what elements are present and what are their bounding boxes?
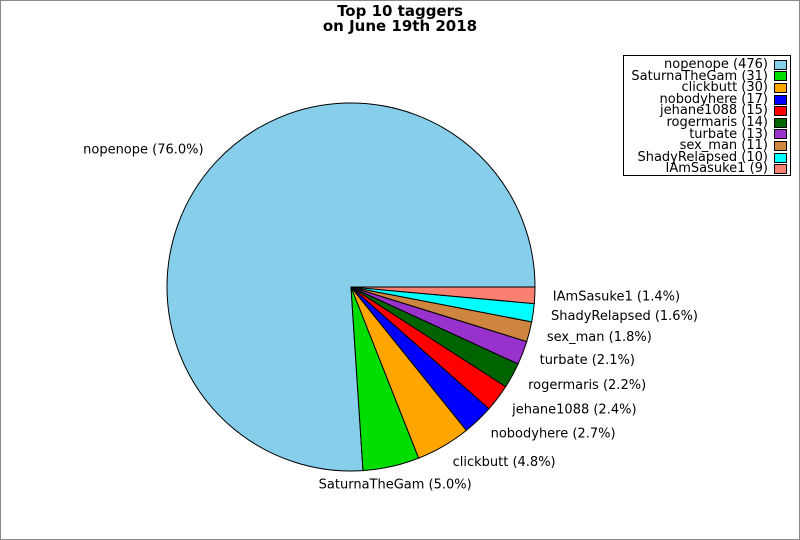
legend-item-SaturnaTheGam: SaturnaTheGam (31) bbox=[624, 68, 790, 84]
legend-rows: nopenope (476) SaturnaTheGam (31) clickbut… bbox=[624, 57, 790, 175]
slice-label-nopenope: nopenope (76.0%) bbox=[83, 142, 203, 157]
slice-label-turbate: turbate (2.1%) bbox=[540, 353, 635, 368]
legend-item-nopenope: nopenope (476) bbox=[624, 57, 790, 72]
legend-color-swatch bbox=[774, 71, 787, 82]
legend-color-swatch bbox=[774, 106, 787, 117]
legend-item-label: SaturnaTheGam (31) bbox=[631, 68, 768, 84]
legend-item-turbate: turbate (13) bbox=[624, 126, 790, 142]
legend-item-label: clickbutt (30) bbox=[681, 80, 768, 96]
slice-label-IAmSasuke1: IAmSasuke1 (1.4%) bbox=[553, 290, 680, 305]
chart-title-line2: on June 19th 2018 bbox=[322, 16, 478, 35]
legend-item-sex_man: sex_man (11) bbox=[624, 138, 790, 154]
legend-color-swatch bbox=[774, 164, 787, 175]
legend-color-swatch bbox=[774, 94, 787, 105]
legend: nopenope (476) SaturnaTheGam (31) clickbut… bbox=[623, 55, 791, 176]
legend-item-rogermaris: rogermaris (14) bbox=[624, 114, 790, 130]
legend-color-swatch bbox=[774, 59, 787, 70]
legend-color-swatch bbox=[774, 129, 787, 140]
legend-color-swatch bbox=[774, 140, 787, 151]
legend-item-label: ShadyRelapsed (10) bbox=[637, 149, 768, 165]
pie-slice-IAmSasuke1 bbox=[350, 286, 536, 305]
legend-item-nobodyhere: nobodyhere (17) bbox=[624, 91, 790, 107]
legend-item-jehane1088: jehane1088 (15) bbox=[624, 105, 790, 117]
legend-item-IAmSasuke1: IAmSasuke1 (9) bbox=[624, 163, 790, 175]
legend-item-label: nopenope (476) bbox=[664, 57, 768, 72]
legend-item-label: turbate (13) bbox=[689, 126, 768, 142]
slice-label-ShadyRelapsed: ShadyRelapsed (1.6%) bbox=[551, 309, 698, 324]
pie-slice-nopenope bbox=[166, 102, 536, 472]
legend-item-label: rogermaris (14) bbox=[666, 114, 768, 130]
chart-title: Top 10 taggers on June 19th 2018 bbox=[1, 4, 799, 33]
slice-label-clickbutt: clickbutt (4.8%) bbox=[453, 455, 556, 470]
slice-label-sex_man: sex_man (1.8%) bbox=[547, 330, 652, 345]
legend-color-swatch bbox=[774, 152, 787, 163]
legend-item-label: jehane1088 (15) bbox=[660, 103, 768, 119]
legend-item-clickbutt: clickbutt (30) bbox=[624, 80, 790, 96]
legend-item-label: sex_man (11) bbox=[679, 138, 768, 154]
legend-item-ShadyRelapsed: ShadyRelapsed (10) bbox=[624, 149, 790, 165]
slice-label-rogermaris: rogermaris (2.2%) bbox=[528, 378, 646, 393]
chart-title-line1: Top 10 taggers bbox=[337, 2, 463, 20]
legend-color-swatch bbox=[774, 117, 787, 128]
legend-item-label: nobodyhere (17) bbox=[659, 91, 768, 107]
legend-item-label: IAmSasuke1 (9) bbox=[665, 161, 768, 176]
slice-label-jehane1088: jehane1088 (2.4%) bbox=[511, 402, 636, 417]
slice-label-SaturnaTheGam: SaturnaTheGam (5.0%) bbox=[319, 478, 472, 493]
slice-label-nobodyhere: nobodyhere (2.7%) bbox=[491, 427, 616, 442]
legend-color-swatch bbox=[774, 82, 787, 93]
